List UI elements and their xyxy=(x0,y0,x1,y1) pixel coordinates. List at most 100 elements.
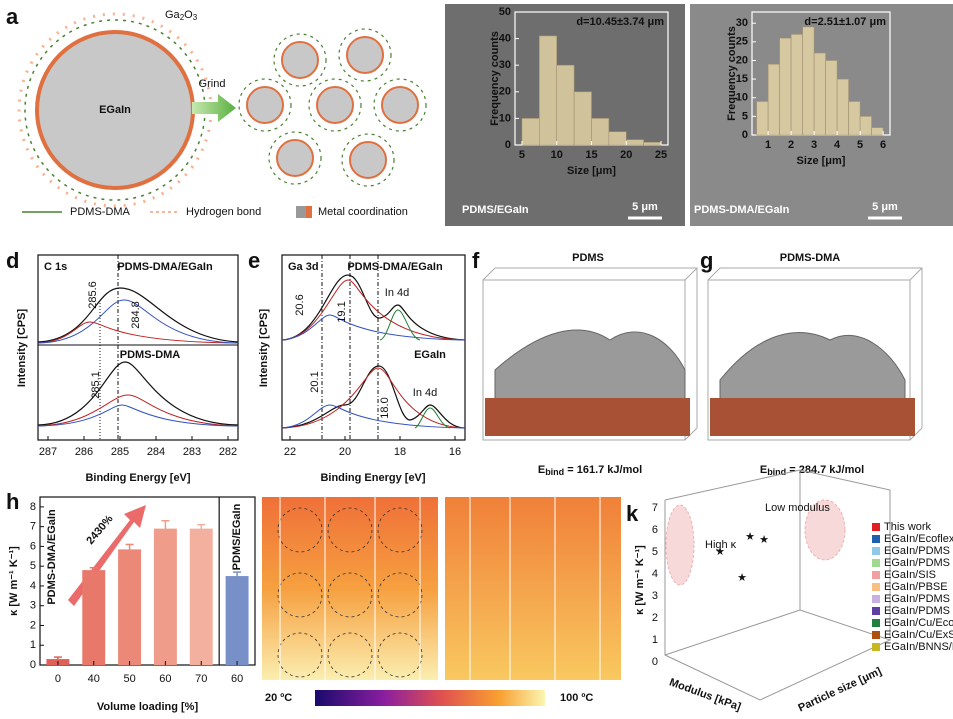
x-tick-label: 16 xyxy=(449,446,461,458)
panel-letter: f xyxy=(472,248,480,273)
x-axis-label: Size [μm] xyxy=(567,165,616,177)
peak-label: 20.6 xyxy=(294,294,306,315)
legend-label: EGaIn/PDMS xyxy=(884,557,950,569)
t: 3 xyxy=(193,13,198,22)
peak-label: In 4d xyxy=(413,387,437,399)
streamlines xyxy=(279,497,601,680)
legend-swatch xyxy=(872,619,880,627)
histogram-bar xyxy=(813,52,826,136)
histogram-bar xyxy=(591,118,610,146)
colorbar-label: 100 ºC xyxy=(560,692,593,704)
legend-label: EGaIn/Cu/Ecoflex xyxy=(884,617,953,629)
legend-swatch xyxy=(872,547,880,555)
legend-label: EGaIn/Cu/ExSi xyxy=(884,629,953,641)
x-tick-label: 285 xyxy=(111,446,129,458)
peak-name: C 1s xyxy=(44,261,67,273)
bar xyxy=(225,576,249,665)
y-tick-label: 20 xyxy=(736,54,748,66)
y-tick-label: 0 xyxy=(652,656,658,668)
x-tick-label: 15 xyxy=(585,149,597,161)
annotation: 2430% xyxy=(84,513,115,547)
x-tick-label: 284 xyxy=(147,446,165,458)
particles xyxy=(277,507,423,678)
histogram-bar xyxy=(871,127,884,136)
x-tick-label: 5 xyxy=(857,139,863,151)
legend-swatch xyxy=(872,535,880,543)
t: Ga xyxy=(165,9,181,21)
bar xyxy=(82,570,106,665)
annotation: d=2.51±1.07 μm xyxy=(804,16,886,28)
y-tick-label: 5 xyxy=(652,546,658,558)
group-label: PDMS-DMA/EGaIn xyxy=(46,509,58,605)
histogram-bar xyxy=(643,142,662,146)
scale-bar: 5 μm xyxy=(632,201,658,213)
legend-label: EGaIn/PBSE xyxy=(884,581,948,593)
x-axis-label: Modulus [kPa] xyxy=(668,676,743,713)
x-tick-label: 1 xyxy=(765,139,771,151)
y-tick-label: 5 xyxy=(30,560,36,572)
y-tick-label: 4 xyxy=(652,568,658,580)
x-tick-label: 60 xyxy=(159,673,171,685)
histogram-bar xyxy=(767,63,780,136)
x-tick-label: 20 xyxy=(620,149,632,161)
plot-frame xyxy=(39,496,256,666)
x-tick-label: 6 xyxy=(880,139,886,151)
t: = 161.7 kJ/mol xyxy=(564,464,642,476)
histogram-bar xyxy=(573,91,592,146)
annotation: Low modulus xyxy=(765,502,830,514)
t: = 284.7 kJ/mol xyxy=(786,464,864,476)
panel-letter: h xyxy=(6,489,19,514)
star: ★ xyxy=(759,534,769,546)
panel-letter: a xyxy=(6,4,19,29)
group-label: PDMS/EGaIn xyxy=(231,503,243,570)
binding-energy: Ebind = 161.7 kJ/mol xyxy=(538,464,642,477)
legend-swatch xyxy=(872,523,880,531)
x-axis-label: Binding Energy [eV] xyxy=(320,472,425,484)
y-axis-label: Intensity [CPS] xyxy=(258,309,270,388)
y-axis-label: Frequency counts xyxy=(726,26,738,121)
arrow xyxy=(192,94,236,122)
histogram-bar xyxy=(539,35,558,146)
peak-label: In 4d xyxy=(385,287,409,299)
legend-label: EGaIn/Ecoflex xyxy=(884,533,953,545)
peak-label: 18.0 xyxy=(379,397,391,418)
panel-g: PDMS-DMA Ebind = 284.7 kJ/mol xyxy=(707,252,923,477)
legend-label: EGaIn/PDMS xyxy=(884,545,950,557)
panel-f: PDMS Ebind = 161.7 kJ/mol xyxy=(482,252,698,477)
x-tick-label: 25 xyxy=(655,149,667,161)
y-axis-label: κ [W m⁻¹ K⁻¹] xyxy=(634,545,646,615)
panel-k: High κ Low modulus κ [W m⁻¹ K⁻¹] Modulus… xyxy=(634,469,953,714)
x-tick-label: 283 xyxy=(183,446,201,458)
legend-swatch xyxy=(872,559,880,567)
x-tick-label: 2 xyxy=(788,139,794,151)
t: bind xyxy=(767,467,786,477)
y-axis-label: κ [W m⁻¹ K⁻¹] xyxy=(8,546,20,616)
peak-label: 20.1 xyxy=(309,371,321,392)
peak-label: 284.8 xyxy=(130,301,142,329)
y-tick-label: 7 xyxy=(30,521,36,533)
colorbar-label: 20 ºC xyxy=(265,692,292,704)
x-tick-label: 18 xyxy=(394,446,406,458)
y-tick-label: 10 xyxy=(736,92,748,104)
legend-swatch xyxy=(872,607,880,615)
core-label: EGaIn xyxy=(99,104,131,116)
x-axis-label: Binding Energy [eV] xyxy=(85,472,190,484)
star: ★ xyxy=(745,531,755,543)
panel-e: Ga 3d PDMS-DMA/EGaIn EGaIn 20.6 19.1 20.… xyxy=(258,254,466,484)
y-axis-label: Frequency counts xyxy=(489,31,501,126)
x-tick-label: 40 xyxy=(88,673,100,685)
y-tick-label: 5 xyxy=(742,110,748,122)
y-tick-label: 30 xyxy=(736,17,748,29)
legend-swatch xyxy=(872,583,880,591)
y-tick-label: 20 xyxy=(499,86,511,98)
y-tick-label: 6 xyxy=(652,524,658,536)
legend-label: This work xyxy=(884,521,932,533)
histogram-bar xyxy=(756,101,769,136)
legend-label: EGaIn/PDMS xyxy=(884,593,950,605)
arrow-label: Grind xyxy=(199,78,226,90)
annotation: d=10.45±3.74 μm xyxy=(576,16,664,28)
y-tick-label: 6 xyxy=(30,540,36,552)
heat-map xyxy=(262,497,438,680)
sample-label: EGaIn xyxy=(414,349,446,361)
